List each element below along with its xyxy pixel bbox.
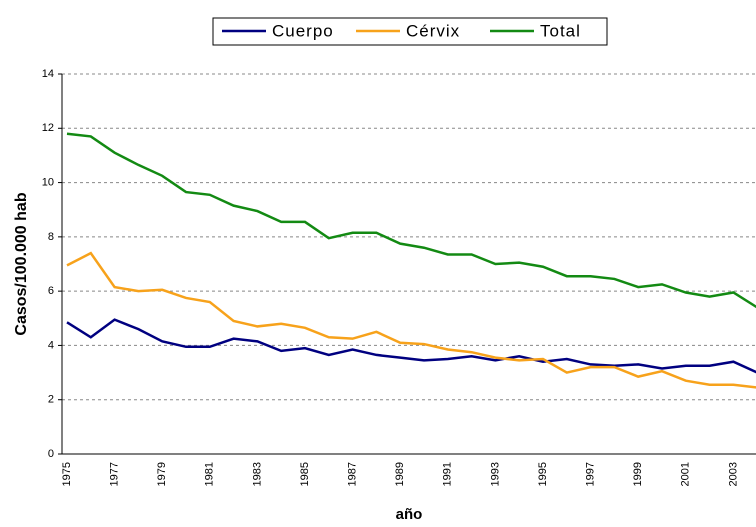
y-tick-label: 12 xyxy=(42,122,54,134)
y-axis-title: Casos/100.000 hab xyxy=(13,192,30,335)
x-axis-title: año xyxy=(396,506,423,523)
y-tick-label: 8 xyxy=(48,231,54,243)
x-tick-label: 1975 xyxy=(61,462,73,486)
x-tick-label: 1977 xyxy=(109,462,121,486)
y-tick-label: 2 xyxy=(48,394,54,406)
legend-box xyxy=(212,17,608,46)
legend-label: Cérvix xyxy=(406,21,460,40)
y-tick-label: 14 xyxy=(42,68,54,80)
legend-label: Total xyxy=(540,21,581,40)
y-tick-label: 0 xyxy=(48,448,54,460)
x-tick-label: 1987 xyxy=(347,462,359,486)
x-tick-label: 1995 xyxy=(537,462,549,486)
x-tick-label: 2003 xyxy=(727,462,739,486)
x-tick-label: 1993 xyxy=(489,462,501,486)
series-line xyxy=(66,251,756,389)
x-tick-label: 1979 xyxy=(156,462,168,486)
x-tick-label: 1997 xyxy=(585,462,597,486)
x-tick-label: 1989 xyxy=(394,462,406,486)
series-line xyxy=(66,132,756,309)
y-tick-label: 10 xyxy=(42,176,54,188)
x-tick-label: 1983 xyxy=(251,462,263,486)
legend: Cuerpo Cérvix Total xyxy=(212,17,608,46)
x-tick-label: 1999 xyxy=(632,462,644,486)
x-tick-label: 1981 xyxy=(204,462,216,486)
y-tick-label: 4 xyxy=(48,339,54,351)
x-tick-label: 2001 xyxy=(680,462,692,486)
x-tick-label: 1985 xyxy=(299,462,311,486)
legend-label: Cuerpo xyxy=(272,21,334,40)
y-tick-label: 6 xyxy=(48,285,54,297)
series-line xyxy=(66,318,756,374)
x-tick-label: 1991 xyxy=(442,462,454,486)
